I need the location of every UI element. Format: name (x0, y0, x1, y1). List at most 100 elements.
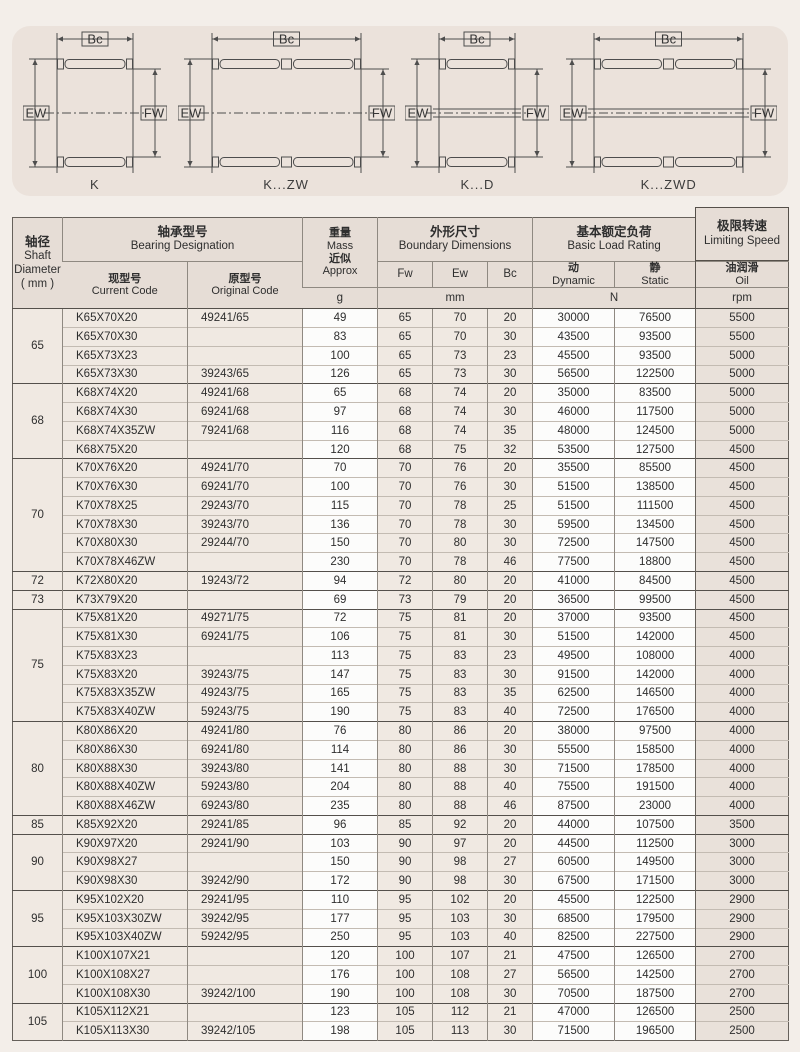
cell-current: K70X76X20 (62, 458, 188, 478)
cell-ew: 113 (432, 1021, 488, 1041)
ew-dimension-label: EW (408, 106, 430, 121)
cell-current: K105X112X21 (62, 1002, 188, 1022)
cell-original: 29241/95 (186, 890, 303, 910)
header-text: 外形尺寸 (430, 224, 481, 239)
cell-mass: 150 (302, 852, 378, 872)
cell-oil: 4000 (695, 683, 789, 703)
cell-original: 59243/80 (186, 777, 303, 797)
bearing-cross-section: Bc EW FW (177, 31, 395, 173)
cell-fw: 65 (377, 345, 433, 366)
cell-mass: 141 (302, 758, 378, 778)
cell-mass: 110 (302, 890, 378, 910)
cell-current: K65X70X20 (62, 308, 188, 328)
table-row: 72 K72X80X20 19243/72 94 72 80 20 41000 84500 450… (12, 571, 789, 591)
cell-current: K75X83X23 (62, 646, 188, 666)
cell-current: K90X98X27 (62, 852, 188, 872)
cell-static: 111500 (614, 495, 696, 516)
cell-ew: 78 (432, 514, 488, 534)
cell-original (186, 327, 303, 347)
cell-ew: 74 (432, 420, 488, 441)
cell-dynamic: 75500 (532, 777, 615, 797)
header-text: 静 (649, 262, 661, 274)
cell-static: 124500 (614, 420, 696, 441)
cell-static: 84500 (614, 571, 696, 591)
cell-original: 39243/70 (186, 514, 303, 534)
cell-oil: 4500 (695, 608, 789, 628)
cell-oil: 4000 (695, 758, 789, 778)
cell-ew: 80 (432, 533, 488, 553)
cell-bc: 27 (487, 852, 533, 872)
cell-dynamic: 35000 (532, 383, 615, 403)
limiting-speed-box: 极限转速 Limiting Speed (695, 207, 790, 261)
cell-bc: 20 (487, 458, 533, 478)
cell-fw: 75 (377, 683, 433, 703)
cell-oil: 2500 (695, 1021, 789, 1041)
cell-dynamic: 38000 (532, 721, 615, 741)
cell-original (186, 1002, 303, 1022)
cell-oil: 4500 (695, 495, 789, 516)
cell-shaft-diameter: 95 (12, 890, 63, 947)
cell-shaft-diameter: 65 (12, 308, 63, 384)
header-text: Bearing Designation (130, 240, 235, 253)
table-row: 100 K100X107X21 120 100 107 21 47500 126500 2700 (12, 946, 789, 1004)
cell-current: K80X88X46ZW (62, 796, 188, 816)
cell-static: 93500 (614, 345, 696, 366)
cell-oil: 4500 (695, 571, 789, 591)
cell-mass: 230 (302, 552, 378, 572)
cell-dynamic: 72500 (532, 533, 615, 553)
cell-mass: 235 (302, 796, 378, 816)
cell-current: K75X81X20 (62, 608, 188, 628)
cell-mass: 65 (302, 383, 378, 403)
cell-dynamic: 71500 (532, 1021, 615, 1041)
cell-ew: 83 (432, 683, 488, 703)
table-row: K70X78X30 39243/70 136 70 78 30 59500 134500 450… (13, 514, 789, 534)
header-ew: Ew (432, 260, 488, 288)
cell-bc: 20 (487, 589, 533, 610)
cell-oil: 4500 (695, 439, 789, 459)
cell-original: 69241/75 (186, 627, 303, 647)
header-text: Boundary Dimensions (398, 240, 512, 253)
cell-bc: 20 (487, 383, 533, 403)
cell-static: 126500 (614, 1002, 696, 1022)
cell-oil: 4000 (695, 721, 789, 741)
bc-dimension-label: Bc (87, 32, 103, 47)
header-text: 轴径 (24, 234, 50, 249)
cell-dynamic: 70500 (532, 983, 615, 1004)
cell-original: 29243/70 (186, 495, 303, 516)
cell-mass: 116 (302, 420, 378, 441)
cell-mass: 123 (302, 1002, 378, 1022)
cell-bc: 40 (487, 927, 533, 947)
cell-fw: 70 (377, 458, 433, 478)
cell-fw: 75 (377, 608, 433, 628)
table-row: K70X80X30 29244/70 150 70 80 30 72500 147500 450… (13, 533, 789, 553)
table-row: K75X83X23 113 75 83 23 49500 108000 4000 (13, 646, 789, 666)
cell-dynamic: 45500 (532, 345, 615, 366)
bearing-diagram: Bc EW FW K...ZWD (560, 29, 778, 192)
cell-fw: 80 (377, 777, 433, 797)
cell-fw: 80 (377, 739, 433, 760)
cell-ew: 80 (432, 571, 488, 591)
header-text: Oil (735, 274, 749, 287)
cell-oil: 2900 (695, 927, 789, 947)
cell-static: 134500 (614, 514, 696, 534)
cell-mass: 147 (302, 664, 378, 685)
cell-ew: 78 (432, 552, 488, 572)
cell-oil: 2900 (695, 890, 789, 910)
cell-original: 69243/80 (186, 796, 303, 816)
cell-current: K100X108X30 (62, 983, 188, 1004)
cell-fw: 75 (377, 646, 433, 666)
cell-original: 39242/100 (186, 983, 303, 1004)
cell-shaft-diameter: 70 (12, 458, 63, 572)
header-unit-g: g (302, 287, 378, 309)
table-row: 80 K80X86X20 49241/80 76 80 86 20 38000 97500 400… (12, 721, 789, 816)
cell-current: K90X97X20 (62, 833, 188, 853)
cell-fw: 95 (377, 890, 433, 910)
cell-original: 49241/68 (186, 383, 303, 403)
cell-dynamic: 72500 (532, 702, 615, 722)
table-row: K70X76X30 69241/70 100 70 76 30 51500 138500 450… (13, 477, 789, 497)
cell-original: 69241/70 (186, 477, 303, 497)
cell-current: K100X108X27 (62, 965, 188, 985)
cell-fw: 70 (377, 514, 433, 534)
table-row: K100X108X30 39242/100 190 100 108 30 70500 1875… (13, 983, 789, 1004)
cell-current: K73X79X20 (62, 589, 188, 610)
